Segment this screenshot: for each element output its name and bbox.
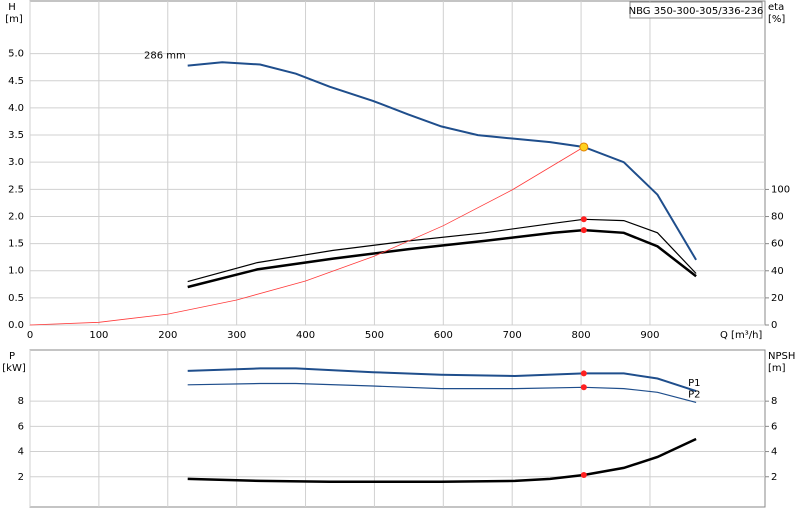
duty-point bbox=[580, 370, 587, 377]
y2-tick-label: 4 bbox=[771, 447, 777, 458]
duty-point bbox=[580, 471, 587, 478]
y2-tick-label: 8 bbox=[771, 396, 777, 407]
y2-tick-label: 100 bbox=[771, 184, 790, 195]
curve bbox=[187, 61, 697, 261]
y-tick-label: 1.0 bbox=[8, 266, 24, 277]
y2-axis-label: eta bbox=[768, 2, 784, 13]
y2-tick-label: 0 bbox=[771, 320, 777, 331]
y2-tick-label: 60 bbox=[771, 239, 784, 250]
x-tick-label: 900 bbox=[640, 330, 659, 341]
curve-label: P1 bbox=[688, 378, 700, 389]
x-tick-label: 600 bbox=[434, 330, 453, 341]
curve bbox=[187, 228, 697, 289]
y2-axis-unit: [%] bbox=[768, 14, 785, 25]
x-tick-label: 800 bbox=[572, 330, 591, 341]
x-tick-label: 700 bbox=[503, 330, 522, 341]
y2-tick-label: 20 bbox=[771, 293, 784, 304]
y-tick-label: 0.5 bbox=[8, 293, 24, 304]
y-tick-label: 2 bbox=[18, 472, 24, 483]
x-tick-label: 0 bbox=[27, 330, 33, 341]
y2-tick-label: 40 bbox=[771, 266, 784, 277]
y2-axis-unit: [m] bbox=[768, 363, 786, 374]
y2-tick-label: 2 bbox=[771, 472, 777, 483]
y-tick-label: 8 bbox=[18, 396, 24, 407]
y-tick-label: 2.0 bbox=[8, 211, 24, 222]
curve-label: 286 mm bbox=[144, 51, 186, 62]
y-tick-label: 4.5 bbox=[8, 76, 24, 87]
curve bbox=[187, 367, 697, 393]
y-tick-label: 1.5 bbox=[8, 239, 24, 250]
x-tick-label: 200 bbox=[158, 330, 177, 341]
curve-label: P2 bbox=[688, 389, 700, 400]
y-tick-label: 5.0 bbox=[8, 49, 24, 60]
curve bbox=[187, 437, 697, 484]
duty-point bbox=[579, 142, 589, 152]
y-tick-label: 0.0 bbox=[8, 320, 24, 331]
y-axis-unit: [kW] bbox=[2, 363, 26, 374]
x-tick-label: 500 bbox=[365, 330, 384, 341]
y2-tick-label: 80 bbox=[771, 212, 784, 223]
curve bbox=[187, 218, 697, 283]
x-axis-label: Q [m³/h] bbox=[720, 330, 762, 341]
y-axis-label: P bbox=[9, 351, 15, 362]
x-tick-label: 300 bbox=[227, 330, 246, 341]
duty-point bbox=[580, 227, 587, 234]
y-axis-unit: [m] bbox=[5, 14, 23, 25]
title-box bbox=[629, 1, 763, 19]
chart-title: NBG 350-300-305/336-236 bbox=[629, 6, 764, 17]
y-tick-label: 2.5 bbox=[8, 184, 24, 195]
x-tick-label: 100 bbox=[89, 330, 108, 341]
curve bbox=[29, 146, 585, 326]
y-tick-label: 3.0 bbox=[8, 157, 24, 168]
y-tick-label: 6 bbox=[18, 421, 24, 432]
curve bbox=[187, 382, 697, 403]
y-axis-label: H bbox=[8, 2, 16, 13]
duty-point bbox=[580, 384, 587, 391]
x-tick-label: 400 bbox=[296, 330, 315, 341]
y2-axis-label: NPSH bbox=[768, 351, 795, 362]
y-tick-label: 4 bbox=[18, 447, 24, 458]
y-tick-label: 3.5 bbox=[8, 130, 24, 141]
y2-tick-label: 6 bbox=[771, 421, 777, 432]
duty-point bbox=[580, 216, 587, 223]
plot-area bbox=[29, 0, 766, 326]
y-tick-label: 4.0 bbox=[8, 103, 24, 114]
